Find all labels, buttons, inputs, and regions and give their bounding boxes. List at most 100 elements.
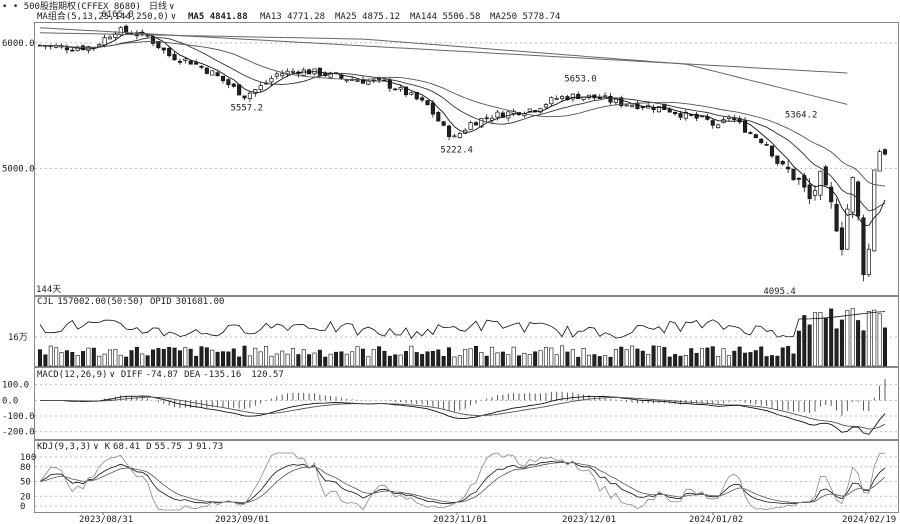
volume-bar[interactable] xyxy=(726,355,731,367)
candle[interactable] xyxy=(107,35,113,40)
candle[interactable] xyxy=(215,71,220,77)
volume-bar[interactable] xyxy=(479,352,484,367)
volume-bar[interactable] xyxy=(619,346,624,367)
volume-bar[interactable] xyxy=(721,348,726,367)
volume-bar[interactable] xyxy=(522,352,527,367)
volume-bar[interactable] xyxy=(597,356,602,367)
volume-bar[interactable] xyxy=(866,311,871,367)
volume-bar[interactable] xyxy=(705,347,710,367)
volume-bar[interactable] xyxy=(786,346,791,367)
volume-bar[interactable] xyxy=(107,349,112,367)
volume-bar[interactable] xyxy=(194,355,199,367)
volume-bar[interactable] xyxy=(484,355,489,367)
candle[interactable] xyxy=(759,138,764,145)
volume-bar[interactable] xyxy=(210,349,215,367)
volume-bar[interactable] xyxy=(188,348,193,367)
volume-bar[interactable] xyxy=(640,350,645,367)
volume-bar[interactable] xyxy=(764,356,769,367)
volume-bar[interactable] xyxy=(813,312,818,367)
candle[interactable] xyxy=(543,102,548,110)
candle[interactable] xyxy=(253,89,258,97)
candle[interactable] xyxy=(204,67,209,75)
volume-bar[interactable] xyxy=(877,313,882,367)
volume-bar[interactable] xyxy=(678,355,683,367)
volume-bar[interactable] xyxy=(673,354,678,367)
volume-bar[interactable] xyxy=(430,350,435,367)
volume-bar[interactable] xyxy=(533,351,538,367)
candle[interactable] xyxy=(608,92,613,105)
volume-bar[interactable] xyxy=(872,309,877,367)
volume-bar[interactable] xyxy=(759,346,764,367)
volume-bar[interactable] xyxy=(630,345,635,367)
volume-bar[interactable] xyxy=(43,354,48,367)
candle[interactable] xyxy=(264,79,269,86)
volume-bar[interactable] xyxy=(167,347,172,367)
volume-bar[interactable] xyxy=(102,353,107,367)
volume-bar[interactable] xyxy=(732,350,737,367)
ma-legend-group[interactable]: MA组合(5,13,25,144,250,0) ∨ xyxy=(37,10,176,22)
candle[interactable] xyxy=(845,203,850,250)
volume-bar[interactable] xyxy=(409,345,414,367)
volume-bar[interactable] xyxy=(296,354,301,367)
volume-bar[interactable] xyxy=(829,308,834,367)
volume-bar[interactable] xyxy=(215,351,220,367)
candle[interactable] xyxy=(511,108,516,117)
volume-bar[interactable] xyxy=(231,348,236,367)
volume-bar[interactable] xyxy=(737,346,742,367)
candle[interactable] xyxy=(549,96,554,107)
volume-bar[interactable] xyxy=(710,346,715,367)
candle[interactable] xyxy=(344,79,349,84)
volume-bar[interactable] xyxy=(780,347,785,367)
volume-bar[interactable] xyxy=(468,348,473,367)
volume-bar[interactable] xyxy=(850,308,855,367)
candle[interactable] xyxy=(748,131,753,135)
candle[interactable] xyxy=(839,221,844,256)
candle[interactable] xyxy=(705,113,710,121)
volume-bar[interactable] xyxy=(608,356,613,367)
volume-bar[interactable] xyxy=(37,349,42,367)
volume-bar[interactable] xyxy=(700,348,705,367)
candle[interactable] xyxy=(468,120,473,130)
volume-bar[interactable] xyxy=(624,349,629,367)
volume-bar[interactable] xyxy=(500,351,505,367)
candle[interactable] xyxy=(592,94,597,101)
volume-bar[interactable] xyxy=(420,354,425,367)
volume-bar[interactable] xyxy=(274,353,279,367)
volume-bar[interactable] xyxy=(667,356,672,367)
volume-bar[interactable] xyxy=(129,350,134,367)
volume-bar[interactable] xyxy=(59,352,64,367)
candle[interactable] xyxy=(188,60,193,65)
candle[interactable] xyxy=(280,70,285,78)
volume-bar[interactable] xyxy=(527,353,532,367)
volume-bar[interactable] xyxy=(511,346,516,367)
volume-bar[interactable] xyxy=(517,355,522,367)
candle[interactable] xyxy=(683,108,688,121)
volume-bar[interactable] xyxy=(183,347,188,367)
volume-bar[interactable] xyxy=(818,312,823,367)
volume-bar[interactable] xyxy=(64,350,69,367)
candle[interactable] xyxy=(328,71,333,79)
volume-bar[interactable] xyxy=(791,353,796,367)
volume-bar[interactable] xyxy=(436,349,441,367)
volume-bar[interactable] xyxy=(414,352,419,367)
candle[interactable] xyxy=(307,68,312,75)
volume-bar[interactable] xyxy=(457,355,462,367)
candle[interactable] xyxy=(446,124,452,141)
candle[interactable] xyxy=(199,65,204,70)
candle[interactable] xyxy=(441,120,446,127)
volume-bar[interactable] xyxy=(161,348,166,367)
volume-bar[interactable] xyxy=(861,330,866,367)
candle[interactable] xyxy=(522,111,527,118)
volume-bar[interactable] xyxy=(382,350,387,367)
volume-bar[interactable] xyxy=(393,354,398,367)
candle[interactable] xyxy=(882,148,888,156)
volume-bar[interactable] xyxy=(350,351,355,367)
volume-bar[interactable] xyxy=(86,347,91,367)
volume-bar[interactable] xyxy=(344,353,349,367)
volume-bar[interactable] xyxy=(355,346,360,367)
volume-bar[interactable] xyxy=(495,352,500,367)
volume-bar[interactable] xyxy=(613,348,618,367)
candle[interactable] xyxy=(834,198,839,233)
volume-bar[interactable] xyxy=(823,317,828,367)
